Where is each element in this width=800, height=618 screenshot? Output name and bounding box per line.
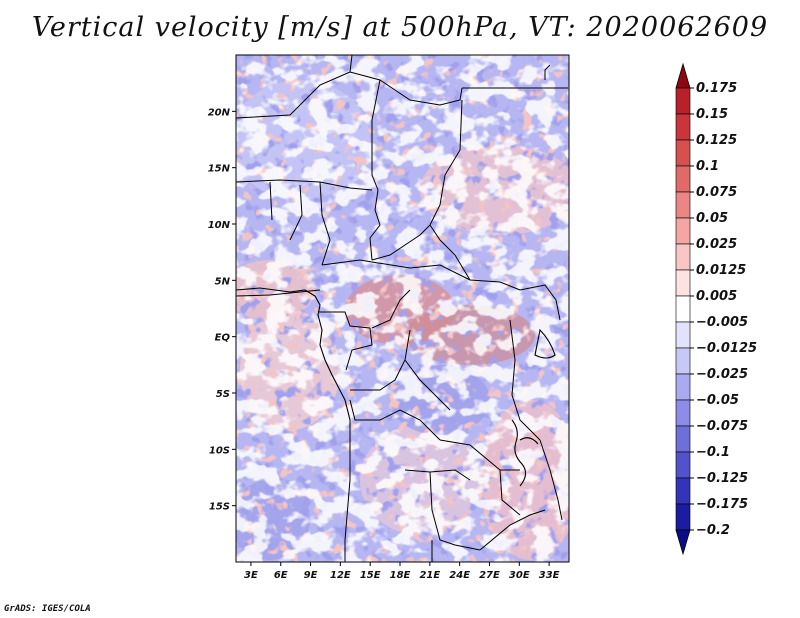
colorbar-label: 0.175 xyxy=(696,81,737,96)
colorbar-label: −0.125 xyxy=(696,471,748,486)
colorbar-swatch xyxy=(675,243,691,271)
colorbar-swatch xyxy=(675,165,691,193)
colorbar-label: −0.0125 xyxy=(696,341,757,356)
colorbar-swatch xyxy=(675,399,691,427)
colorbar-swatch xyxy=(675,139,691,167)
y-tick-label: 20N xyxy=(208,107,231,118)
colorbar-swatch xyxy=(675,191,691,219)
colorbar-label: −0.1 xyxy=(696,445,730,460)
colorbar-label: −0.025 xyxy=(696,367,748,382)
colorbar-swatch xyxy=(675,295,691,323)
colorbar-swatch xyxy=(675,451,691,479)
colorbar-label: 0.025 xyxy=(696,237,737,252)
colorbar-label: 0.15 xyxy=(696,107,728,122)
colorbar-label: −0.05 xyxy=(696,393,739,408)
colorbar-label: 0.1 xyxy=(696,159,719,174)
colorbar-swatch xyxy=(675,217,691,245)
y-tick-label: 10S xyxy=(209,445,230,456)
colorbar-label: 0.05 xyxy=(696,211,728,226)
colorbar-label: −0.2 xyxy=(696,523,730,538)
footer-credit: GrADS: IGES/COLA xyxy=(4,604,91,614)
colorbar-label: −0.175 xyxy=(696,497,748,512)
x-tick-label: 33E xyxy=(539,570,560,581)
x-tick-label: 12E xyxy=(330,570,351,581)
x-axis: 3E 6E 9E 12E 15E 18E 21E 24E 27E 30E 33E xyxy=(244,562,560,581)
x-tick-label: 30E xyxy=(509,570,530,581)
colorbar-label: −0.075 xyxy=(696,419,748,434)
x-tick-label: 9E xyxy=(304,570,318,581)
colorbar-label: 0.125 xyxy=(696,133,737,148)
y-tick-label: 5N xyxy=(215,276,231,287)
colorbar-swatch xyxy=(675,477,691,505)
colorbar-swatch xyxy=(675,347,691,375)
colorbar-label: −0.005 xyxy=(696,315,748,330)
colorbar-label: 0.075 xyxy=(696,185,737,200)
colorbar-swatch xyxy=(675,87,691,115)
coastline xyxy=(235,287,556,487)
colorbar-swatch xyxy=(675,321,691,349)
y-tick-label: 15N xyxy=(208,164,231,175)
x-tick-label: 21E xyxy=(419,570,440,581)
y-tick-label: 5S xyxy=(216,389,230,400)
colorbar-arrow-top xyxy=(675,62,691,89)
x-tick-label: 24E xyxy=(449,570,470,581)
x-tick-label: 6E xyxy=(274,570,288,581)
colorbar-swatch xyxy=(675,373,691,401)
colorbar-swatch xyxy=(675,503,691,531)
chart-title: Vertical velocity [m/s] at 500hPa, VT: 2… xyxy=(31,12,769,43)
colorbar-label: 0.005 xyxy=(696,289,737,304)
colorbar-swatch xyxy=(675,269,691,297)
y-tick-label: 15S xyxy=(209,502,230,513)
x-tick-label: 27E xyxy=(479,570,500,581)
country-borders xyxy=(235,54,568,562)
y-tick-label: 10N xyxy=(208,220,231,231)
colorbar: 0.175 0.15 0.125 0.1 0.075 0.05 0.025 0.0125 0.0… xyxy=(675,62,757,556)
colorbar-label: 0.0125 xyxy=(696,263,746,278)
x-tick-label: 3E xyxy=(244,570,258,581)
map-frame xyxy=(235,54,570,563)
colorbar-arrow-bottom xyxy=(675,529,691,556)
y-tick-label: EQ xyxy=(215,333,231,344)
map-field xyxy=(236,55,569,562)
x-tick-label: 15E xyxy=(360,570,381,581)
colorbar-swatch xyxy=(675,425,691,453)
colorbar-swatch xyxy=(675,113,691,141)
y-axis: 20N 15N 10N 5N EQ 5S 10S 15S xyxy=(208,107,236,513)
x-tick-label: 18E xyxy=(390,570,411,581)
